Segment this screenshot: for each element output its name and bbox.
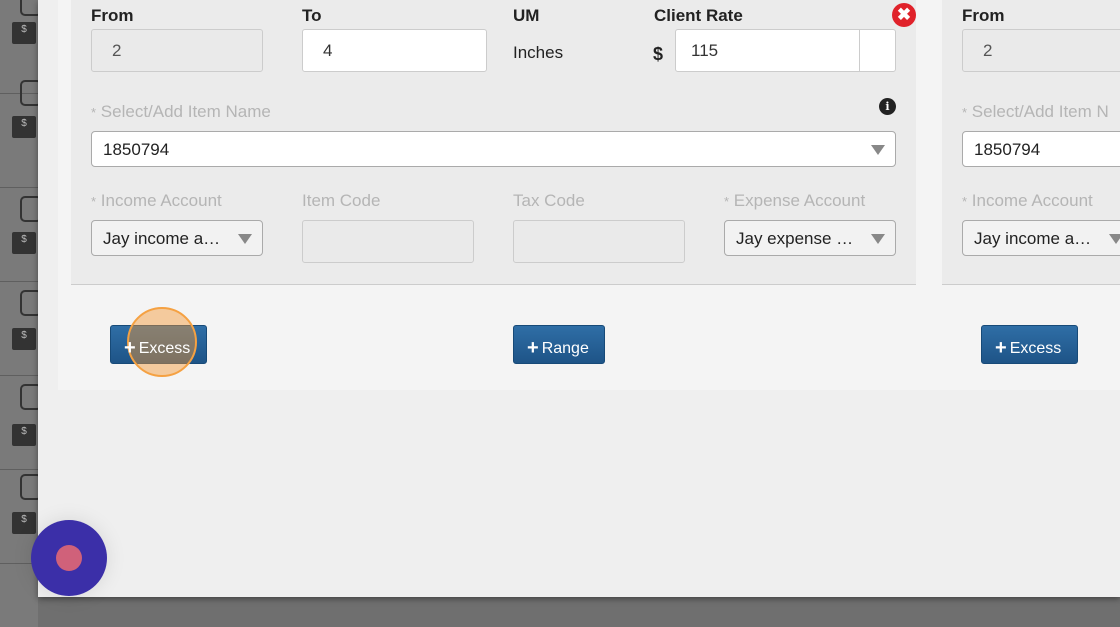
list-item: $ xyxy=(0,376,42,470)
remove-range-icon[interactable]: ✖ xyxy=(892,3,916,27)
plus-icon: + xyxy=(995,337,1007,359)
item-code-input[interactable] xyxy=(302,220,474,263)
item-name-label: * Select/Add Item N xyxy=(962,102,1109,121)
list-item: $ xyxy=(0,188,42,282)
income-account-select[interactable]: Jay income a… xyxy=(91,220,263,256)
briefcase-dollar-icon: $ xyxy=(12,116,36,138)
chevron-down-icon xyxy=(1109,234,1120,244)
expense-account-label: * Expense Account xyxy=(724,191,866,210)
from-input[interactable]: 2 xyxy=(962,29,1120,72)
tax-code-input[interactable] xyxy=(513,220,685,263)
add-excess-button[interactable]: + Excess xyxy=(110,325,207,364)
briefcase-dollar-icon: $ xyxy=(12,328,36,350)
range-card: From 2 To 4 UM Inches Client Rate $ 115 … xyxy=(71,0,916,285)
add-excess-button-2[interactable]: + Excess xyxy=(981,325,1078,364)
briefcase-dollar-icon: $ xyxy=(12,512,36,534)
to-label: To xyxy=(302,6,322,25)
add-excess-label: Excess xyxy=(138,340,191,357)
currency-symbol: $ xyxy=(653,44,664,64)
chevron-down-icon xyxy=(238,234,252,244)
item-name-select[interactable]: 1850794 xyxy=(91,131,896,167)
item-name-label: * Select/Add Item Name xyxy=(91,102,271,121)
client-rate-label: Client Rate xyxy=(654,6,743,25)
from-input[interactable]: 2 xyxy=(91,29,263,72)
plus-icon: + xyxy=(124,337,136,359)
list-item: $ xyxy=(0,80,42,188)
tax-code-label: Tax Code xyxy=(513,191,585,210)
um-value: Inches xyxy=(513,43,564,62)
background-sidebar: $ $ $ $ $ $ xyxy=(0,0,42,627)
income-account-select[interactable]: Jay income a… xyxy=(962,220,1120,256)
list-item: $ xyxy=(0,282,42,376)
list-item: $ xyxy=(0,470,42,564)
item-code-label: Item Code xyxy=(302,191,381,210)
briefcase-dollar-icon: $ xyxy=(12,424,36,446)
record-icon xyxy=(56,545,82,571)
range-card-2: From 2 * Select/Add Item N 1850794 * Inc… xyxy=(942,0,1120,285)
chevron-down-icon xyxy=(871,234,885,244)
from-label: From xyxy=(962,6,1005,25)
expense-account-select[interactable]: Jay expense … xyxy=(724,220,896,256)
info-icon[interactable]: i xyxy=(879,98,896,115)
item-name-select[interactable]: 1850794 xyxy=(962,131,1120,167)
income-account-label: * Income Account xyxy=(91,191,222,210)
um-label: UM xyxy=(513,6,540,25)
income-account-label: * Income Account xyxy=(962,191,1093,210)
to-input[interactable]: 4 xyxy=(302,29,487,72)
chevron-down-icon xyxy=(871,145,885,155)
add-range-button[interactable]: + Range xyxy=(513,325,605,364)
recorder-button[interactable] xyxy=(31,520,107,596)
briefcase-dollar-icon: $ xyxy=(12,22,36,44)
client-rate-input[interactable]: 115 xyxy=(675,29,896,72)
briefcase-dollar-icon: $ xyxy=(12,232,36,254)
plus-icon: + xyxy=(527,337,539,359)
client-rate-value: 115 xyxy=(691,41,719,60)
from-label: From xyxy=(91,6,134,25)
